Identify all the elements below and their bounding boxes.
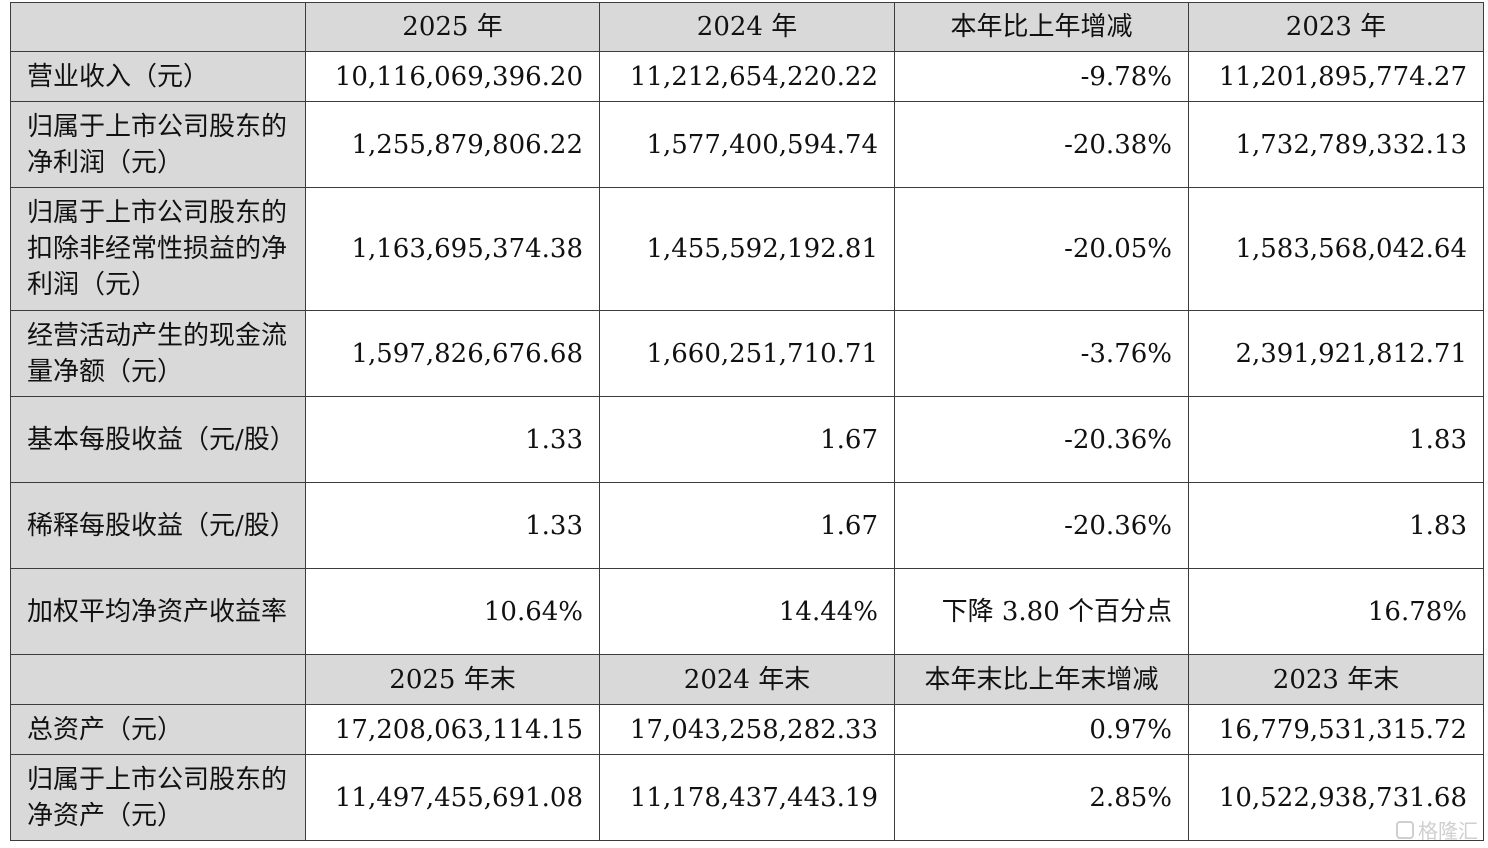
value-change: 0.97%: [894, 704, 1189, 755]
value-2023: 1,732,789,332.13: [1188, 101, 1484, 188]
row-label: 归属于上市公司股东的净资产（元）: [10, 754, 306, 841]
value-2023: 11,201,895,774.27: [1188, 51, 1484, 102]
row-label: 总资产（元）: [10, 704, 306, 755]
table-row: 稀释每股收益（元/股） 1.33 1.67 -20.36% 1.83: [10, 482, 1484, 569]
header-change-end: 本年末比上年末增减: [894, 654, 1189, 705]
row-label: 营业收入（元）: [10, 51, 306, 102]
value-2024: 1,660,251,710.71: [599, 310, 895, 397]
table-row: 经营活动产生的现金流量净额（元） 1,597,826,676.68 1,660,…: [10, 310, 1484, 397]
watermark-text: 格隆汇: [1418, 819, 1478, 843]
value-change: -20.36%: [894, 396, 1189, 483]
row-label: 归属于上市公司股东的扣除非经常性损益的净利润（元）: [10, 187, 306, 311]
header-2023-end: 2023 年末: [1188, 654, 1484, 705]
value-2024: 1.67: [599, 482, 895, 569]
value-2025: 1,597,826,676.68: [305, 310, 600, 397]
value-2023: 1.83: [1188, 396, 1484, 483]
value-2024: 1,577,400,594.74: [599, 101, 895, 188]
header-row-annual: 2025 年 2024 年 本年比上年增减 2023 年: [10, 2, 1484, 52]
header-2024-end: 2024 年末: [599, 654, 895, 705]
header-row-year-end: 2025 年末 2024 年末 本年末比上年末增减 2023 年末: [10, 654, 1484, 705]
value-2025: 1.33: [305, 396, 600, 483]
value-2025: 1,163,695,374.38: [305, 187, 600, 311]
value-2025: 11,497,455,691.08: [305, 754, 600, 841]
value-2025: 1,255,879,806.22: [305, 101, 600, 188]
value-2024: 17,043,258,282.33: [599, 704, 895, 755]
value-change: -20.05%: [894, 187, 1189, 311]
header-corner-cell: [10, 654, 306, 705]
row-label: 经营活动产生的现金流量净额（元）: [10, 310, 306, 397]
value-change: 下降 3.80 个百分点: [894, 568, 1189, 655]
table-row: 归属于上市公司股东的净资产（元） 11,497,455,691.08 11,17…: [10, 754, 1484, 841]
row-label: 基本每股收益（元/股）: [10, 396, 306, 483]
value-2023: 1,583,568,042.64: [1188, 187, 1484, 311]
value-2024: 11,178,437,443.19: [599, 754, 895, 841]
watermark-icon: [1396, 820, 1414, 839]
value-2023: 2,391,921,812.71: [1188, 310, 1484, 397]
value-2024: 1.67: [599, 396, 895, 483]
value-2023: 16.78%: [1188, 568, 1484, 655]
row-label: 加权平均净资产收益率: [10, 568, 306, 655]
table-row: 基本每股收益（元/股） 1.33 1.67 -20.36% 1.83: [10, 396, 1484, 483]
header-2023: 2023 年: [1188, 2, 1484, 52]
value-2023: 16,779,531,315.72: [1188, 704, 1484, 755]
table-row: 加权平均净资产收益率 10.64% 14.44% 下降 3.80 个百分点 16…: [10, 568, 1484, 655]
row-label: 稀释每股收益（元/股）: [10, 482, 306, 569]
table-row: 归属于上市公司股东的净利润（元） 1,255,879,806.22 1,577,…: [10, 101, 1484, 188]
value-2025: 17,208,063,114.15: [305, 704, 600, 755]
value-change: -20.38%: [894, 101, 1189, 188]
header-2024: 2024 年: [599, 2, 895, 52]
table-row: 总资产（元） 17,208,063,114.15 17,043,258,282.…: [10, 704, 1484, 755]
financial-summary-table: 2025 年 2024 年 本年比上年增减 2023 年 营业收入（元） 10,…: [10, 2, 1484, 841]
header-corner-cell: [10, 2, 306, 52]
value-2023: 1.83: [1188, 482, 1484, 569]
table-row: 营业收入（元） 10,116,069,396.20 11,212,654,220…: [10, 51, 1484, 102]
value-2025: 10,116,069,396.20: [305, 51, 600, 102]
row-label: 归属于上市公司股东的净利润（元）: [10, 101, 306, 188]
value-2024: 14.44%: [599, 568, 895, 655]
value-2024: 11,212,654,220.22: [599, 51, 895, 102]
value-2025: 1.33: [305, 482, 600, 569]
value-2023: 10,522,938,731.68: [1188, 754, 1484, 841]
value-2024: 1,455,592,192.81: [599, 187, 895, 311]
header-2025-end: 2025 年末: [305, 654, 600, 705]
table-row: 归属于上市公司股东的扣除非经常性损益的净利润（元） 1,163,695,374.…: [10, 187, 1484, 311]
value-change: 2.85%: [894, 754, 1189, 841]
value-change: -20.36%: [894, 482, 1189, 569]
value-change: -9.78%: [894, 51, 1189, 102]
header-change: 本年比上年增减: [894, 2, 1189, 52]
header-2025: 2025 年: [305, 2, 600, 52]
value-change: -3.76%: [894, 310, 1189, 397]
watermark-logo: 格隆汇: [1396, 815, 1478, 844]
value-2025: 10.64%: [305, 568, 600, 655]
